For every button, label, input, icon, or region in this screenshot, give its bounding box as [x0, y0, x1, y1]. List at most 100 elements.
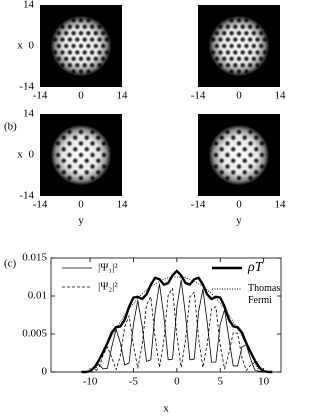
vortex — [259, 43, 264, 49]
vortex — [251, 43, 256, 49]
vortex — [71, 69, 76, 74]
vortex — [78, 69, 84, 74]
vortex — [78, 18, 84, 23]
vortex — [214, 56, 219, 62]
vortex — [78, 30, 84, 36]
vortex-lattice — [52, 18, 110, 74]
vortex — [236, 129, 242, 135]
x-tick-label: 14 — [117, 90, 129, 102]
vortex — [104, 50, 110, 55]
x-tick-label: 10 — [258, 376, 270, 388]
vortex — [71, 18, 76, 23]
y-tick-label: 14 — [23, 108, 35, 120]
vortex — [219, 170, 224, 175]
vortex — [255, 50, 260, 55]
series-line — [81, 276, 273, 373]
vortex — [242, 158, 247, 163]
vortex — [213, 152, 219, 158]
series-line — [81, 279, 273, 373]
vortex — [101, 152, 107, 158]
vortex — [78, 43, 84, 49]
vortex — [90, 141, 95, 146]
vortex — [67, 164, 72, 169]
y-tick-label: 0 — [29, 149, 35, 161]
vortex — [254, 158, 259, 163]
y-axis-label: x — [17, 40, 23, 52]
vortex — [86, 18, 91, 23]
vortex — [219, 158, 224, 163]
vortex — [262, 37, 268, 42]
vortex — [225, 175, 230, 181]
vortex — [67, 141, 72, 146]
vortex — [93, 43, 99, 49]
series-line — [81, 288, 273, 373]
vortex — [82, 24, 87, 29]
vortex — [86, 56, 91, 62]
vortex — [222, 30, 227, 36]
vortex — [63, 56, 69, 62]
vortex — [96, 147, 101, 152]
vortex — [240, 37, 245, 42]
vortex — [60, 63, 65, 68]
x-tick-label: -14 — [191, 90, 206, 102]
vortex — [222, 56, 227, 62]
vortex — [240, 24, 245, 29]
x-tick-label: 5 — [217, 376, 223, 388]
vortex — [73, 158, 78, 163]
vortex — [60, 37, 65, 42]
vortex — [78, 56, 84, 62]
vortex — [97, 50, 102, 55]
vortex — [236, 30, 242, 36]
vortex — [259, 164, 265, 169]
vortex — [236, 141, 242, 146]
vortex — [60, 24, 65, 29]
y-axis-label: x — [17, 149, 23, 161]
vortex — [236, 56, 242, 62]
vortex — [225, 50, 231, 55]
vortex — [219, 147, 224, 152]
vortex — [97, 24, 102, 29]
vortex — [52, 37, 58, 42]
vortex — [210, 50, 216, 55]
legend-label: |Ψ₂|² — [98, 281, 118, 293]
vortex — [78, 129, 84, 135]
vortex — [242, 135, 247, 140]
x-tick-label: 14 — [117, 199, 129, 211]
vortex — [248, 152, 253, 158]
vortex — [259, 30, 264, 36]
vortex — [236, 69, 242, 74]
vortex — [67, 37, 73, 42]
vortex — [104, 37, 110, 42]
vortex — [225, 141, 230, 146]
x-tick-label: 14 — [275, 199, 287, 211]
vortex — [231, 170, 236, 175]
vortex — [218, 63, 223, 68]
vortex — [240, 63, 245, 68]
legend-label: ρT — [247, 260, 264, 275]
vortex — [89, 50, 95, 55]
vortex — [90, 152, 95, 158]
vortex — [225, 129, 230, 135]
vortex — [254, 147, 259, 152]
vortex — [231, 135, 236, 140]
x-tick-label: -14 — [191, 199, 206, 211]
vortex — [82, 37, 87, 42]
vortex — [82, 50, 87, 55]
vortex — [56, 56, 61, 62]
vortex — [233, 37, 238, 42]
vortex — [213, 141, 219, 146]
vortex — [244, 30, 249, 36]
vortex — [236, 164, 242, 169]
y-tick-label: 0.01 — [28, 290, 47, 302]
vortex — [251, 56, 256, 62]
vortex — [75, 50, 80, 55]
vortex — [61, 170, 66, 175]
vortex — [67, 152, 72, 158]
x-tick-label: 0 — [78, 90, 84, 102]
panel-label: (c) — [4, 258, 17, 270]
y-tick-label: 0 — [42, 366, 48, 378]
vortex — [247, 63, 253, 68]
x-axis-label: x — [163, 403, 169, 415]
vortex — [248, 141, 253, 146]
